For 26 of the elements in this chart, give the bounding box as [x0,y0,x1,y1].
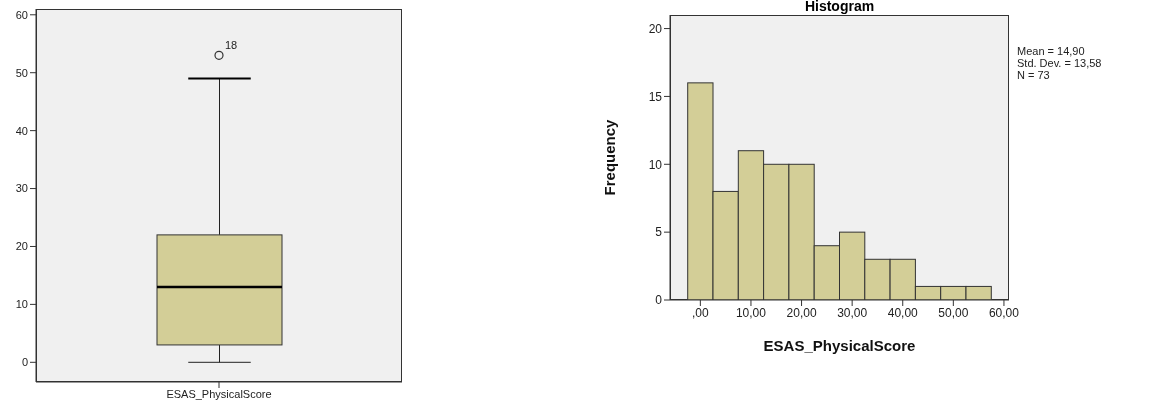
y-tick-label: 40 [15,124,28,137]
x-tick-label: 50,00 [938,305,969,320]
x-axis-title: ESAS_PhysicalScore [763,336,916,354]
y-tick-label: 5 [655,225,663,240]
y-tick-label: 50 [15,66,28,79]
y-tick-label: 15 [648,89,663,104]
y-axis-title: Frequency [601,118,619,196]
y-tick-label: 20 [648,21,663,36]
x-tick-label: ,00 [692,305,710,320]
y-tick-label: 60 [15,8,28,21]
x-tick-label: 20,00 [786,305,817,320]
chart-title: Histogram [803,0,876,14]
y-tick-label: 0 [655,293,663,308]
text: Mean = 14,90 [1017,45,1086,57]
x-tick-label: 60,00 [988,305,1020,320]
y-tick-label: 10 [15,298,28,311]
x-tick-label: 10,00 [735,305,767,320]
text: Std. Dev. = 13,58 [1017,57,1102,69]
x-tick-label: 30,00 [837,305,868,320]
text: N = 73 [1017,69,1051,81]
annotation: 18 [225,39,238,52]
y-tick-label: 0 [21,356,28,369]
y-tick-label: 20 [15,240,28,253]
y-tick-label: 10 [648,157,663,172]
x-tick-label: 40,00 [887,305,919,320]
y-tick-label: 30 [15,182,28,195]
